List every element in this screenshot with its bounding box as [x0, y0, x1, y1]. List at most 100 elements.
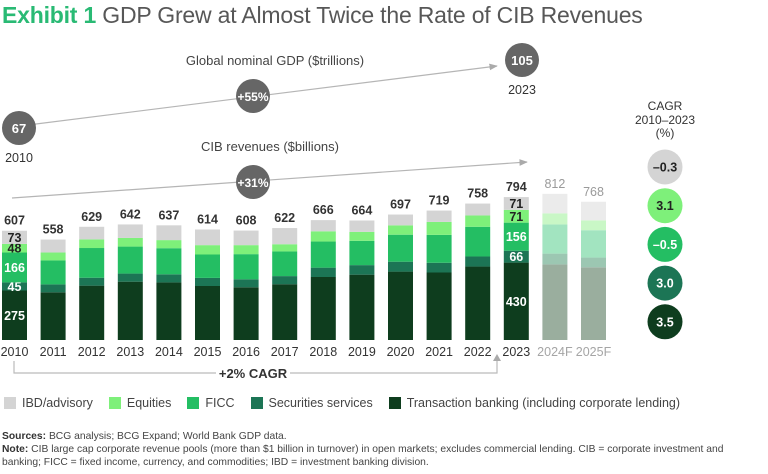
- bar-segment-ficc-2013: [117, 246, 143, 274]
- bar-segment-ficc-2020: [388, 234, 413, 262]
- bar-segment-securities-2025F: [581, 257, 606, 268]
- bar-stack-2014: 637 2014: [155, 208, 183, 359]
- bar-segment-ibd-2021: [426, 210, 452, 222]
- segment-label-ficc-2023: 156: [506, 230, 527, 244]
- legend-item-ibd: IBD/advisory: [4, 396, 93, 410]
- cagr-bubble-ficc: –0.5: [647, 226, 683, 262]
- segment-label-equities-2023: 71: [509, 210, 523, 224]
- bar-segment-transaction-2013: [117, 281, 143, 340]
- bar-stack-2018: 666 2018: [309, 203, 337, 359]
- bar-segment-ficc-2024F: [542, 224, 568, 254]
- bar-segment-transaction-2012: [79, 285, 105, 340]
- legend-swatch-securities: [250, 397, 263, 409]
- bar-stack-2019: 664 2019: [348, 203, 376, 359]
- bar-stack-2012: 629 2012: [78, 210, 106, 359]
- bar-segment-equities-2025F: [581, 220, 606, 231]
- segment-label-ficc-2010: 166: [4, 261, 25, 275]
- cagr-panel-title-3: (%): [656, 126, 675, 140]
- bar-segment-transaction-2023: [503, 262, 529, 340]
- legend-label-ficc: FICC: [205, 396, 235, 410]
- cagr-value-ficc: –0.5: [653, 238, 677, 252]
- total-label-2017: 622: [274, 211, 295, 225]
- segment-label-securities-2010: 45: [8, 280, 22, 294]
- cagr-bracket-label: +2% CAGR: [219, 366, 288, 381]
- bar-stack-2013: 642 2013: [116, 207, 144, 359]
- bar-segment-ficc-2023: [503, 222, 529, 251]
- cagr-bubble-securities: 3.0: [647, 265, 683, 301]
- total-label-2018: 666: [313, 203, 334, 217]
- legend-label-securities: Securities services: [268, 396, 373, 410]
- cib-growth-bubble: [236, 165, 270, 199]
- cagr-bubble-ibd: –0.3: [647, 149, 683, 185]
- segment-label-securities-2023: 66: [509, 250, 523, 264]
- bar-segment-transaction-2019: [349, 274, 375, 340]
- bar-segment-ibd-2010: [2, 230, 27, 244]
- bar-segment-securities-2022: [465, 256, 491, 267]
- bar-segment-ibd-2016: [233, 230, 259, 246]
- total-label-2010: 607: [4, 214, 25, 228]
- bar-stack-2015: 614 2015: [194, 212, 222, 359]
- bar-segment-equities-2018: [310, 231, 336, 242]
- bar-segment-ibd-2019: [349, 220, 375, 232]
- bar-segment-ibd-2012: [79, 226, 105, 240]
- x-tick-label-2017: 2017: [271, 345, 299, 359]
- bar-segment-equities-2024F: [542, 213, 568, 225]
- bar-segment-transaction-2021: [426, 272, 452, 340]
- segment-label-ibd-2010: 73: [8, 231, 22, 245]
- bar-segment-securities-2018: [310, 267, 336, 277]
- bar-segment-ibd-2014: [156, 225, 182, 241]
- bar-segment-securities-2014: [156, 274, 182, 283]
- bar-segment-equities-2016: [233, 245, 259, 255]
- bar-segment-equities-2021: [426, 221, 452, 235]
- bar-segment-ibd-2018: [310, 220, 336, 232]
- bar-segment-equities-2010: [2, 243, 27, 253]
- gdp-start-value: 67: [12, 121, 26, 136]
- bar-segment-securities-2017: [272, 276, 298, 285]
- bar-segment-ficc-2016: [233, 254, 259, 280]
- total-label-2012: 629: [81, 210, 102, 224]
- note-text: CIB large cap corporate revenue pools (m…: [2, 444, 724, 468]
- bar-segment-securities-2010: [2, 282, 27, 291]
- bar-segment-transaction-2011: [40, 292, 66, 340]
- bar-segment-equities-2011: [40, 252, 66, 261]
- legend-item-securities: Securities services: [250, 396, 373, 410]
- legend-swatch-ibd: [4, 397, 16, 409]
- cib-label: CIB revenues ($billions): [201, 139, 339, 154]
- cagr-bubble-transaction: 3.5: [647, 304, 683, 340]
- bar-segment-ficc-2010: [2, 252, 27, 283]
- x-tick-label-2012: 2012: [78, 345, 106, 359]
- bar-stack-2020: 697 2020: [387, 198, 415, 359]
- gdp-growth-value: +55%: [237, 90, 268, 104]
- bar-segment-equities-2013: [117, 237, 143, 247]
- bar-segment-ficc-2019: [349, 240, 375, 266]
- bar-stack-2011: 558 2011: [40, 223, 67, 359]
- bar-stack-2024F: 812 2024F: [537, 177, 573, 359]
- total-label-2013: 642: [120, 207, 141, 221]
- x-tick-label-2013: 2013: [116, 345, 144, 359]
- legend-label-transaction: Transaction banking (including corporate…: [406, 396, 681, 410]
- cagr-bubble-equities: 3.1: [647, 188, 683, 224]
- bar-segment-equities-2015: [195, 245, 220, 255]
- gdp-end-value: 105: [511, 53, 533, 68]
- cagr-circle-ibd: [647, 149, 683, 185]
- cagr-value-securities: 3.0: [656, 277, 673, 291]
- legend-item-transaction: Transaction banking (including corporate…: [388, 396, 681, 410]
- legend-item-ficc: FICC: [187, 396, 235, 410]
- bar-segment-transaction-2024F: [542, 264, 568, 340]
- bar-segment-ibd-2017: [272, 228, 298, 245]
- cagr-circle-ficc: [647, 226, 683, 262]
- legend-swatch-equities: [108, 397, 121, 409]
- x-tick-label-2018: 2018: [309, 345, 337, 359]
- bar-segment-securities-2011: [40, 284, 66, 293]
- gdp-start-year: 2010: [5, 151, 33, 165]
- legend: IBD/advisory Equities FICC Securities servi…: [4, 396, 680, 410]
- cagr-bracket-line: [13, 360, 498, 374]
- bar-segment-ibd-2024F: [542, 193, 568, 214]
- cagr-circle-equities: [647, 188, 683, 224]
- legend-swatch-transaction: [388, 397, 401, 409]
- legend-label-equities: Equities: [126, 396, 172, 410]
- bar-stack-2025F: 768 2025F: [576, 185, 612, 359]
- bar-segment-transaction-2017: [272, 284, 298, 340]
